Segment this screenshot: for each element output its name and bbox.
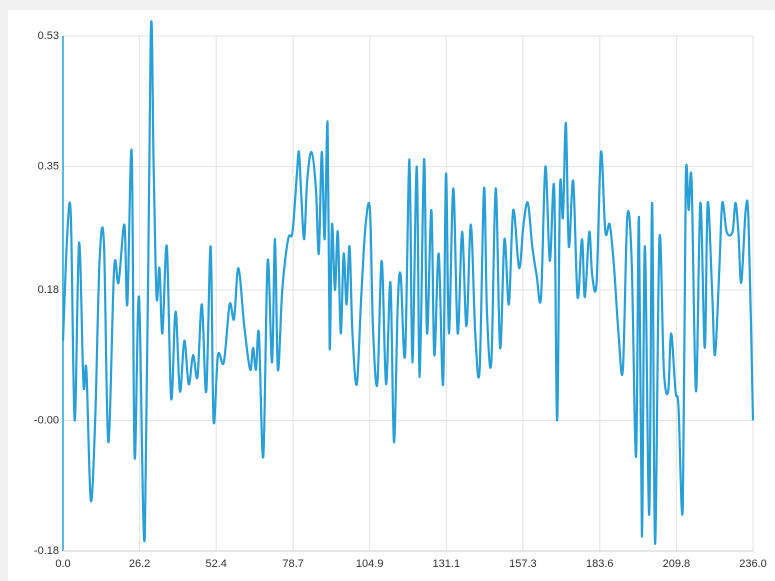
- x-tick-label: 236.0: [739, 558, 767, 570]
- x-tick-label: 104.9: [356, 558, 384, 570]
- x-tick-label: 209.8: [663, 558, 691, 570]
- y-tick-label: 0.35: [38, 160, 59, 172]
- x-tick-label: 52.4: [205, 558, 226, 570]
- x-tick-label: 78.7: [282, 558, 303, 570]
- y-tick-label: -0.00: [34, 414, 59, 426]
- x-tick-label: 26.2: [129, 558, 150, 570]
- data-line: [61, 20, 755, 545]
- y-tick-label: 0.18: [38, 284, 59, 296]
- x-tick-label: 131.1: [433, 558, 461, 570]
- x-tick-label: 0.0: [55, 558, 70, 570]
- x-tick-label: 183.6: [586, 558, 614, 570]
- x-tick-label: 157.3: [509, 558, 537, 570]
- y-tick-label: -0.18: [34, 545, 59, 557]
- y-tick-label: 0.53: [38, 30, 59, 42]
